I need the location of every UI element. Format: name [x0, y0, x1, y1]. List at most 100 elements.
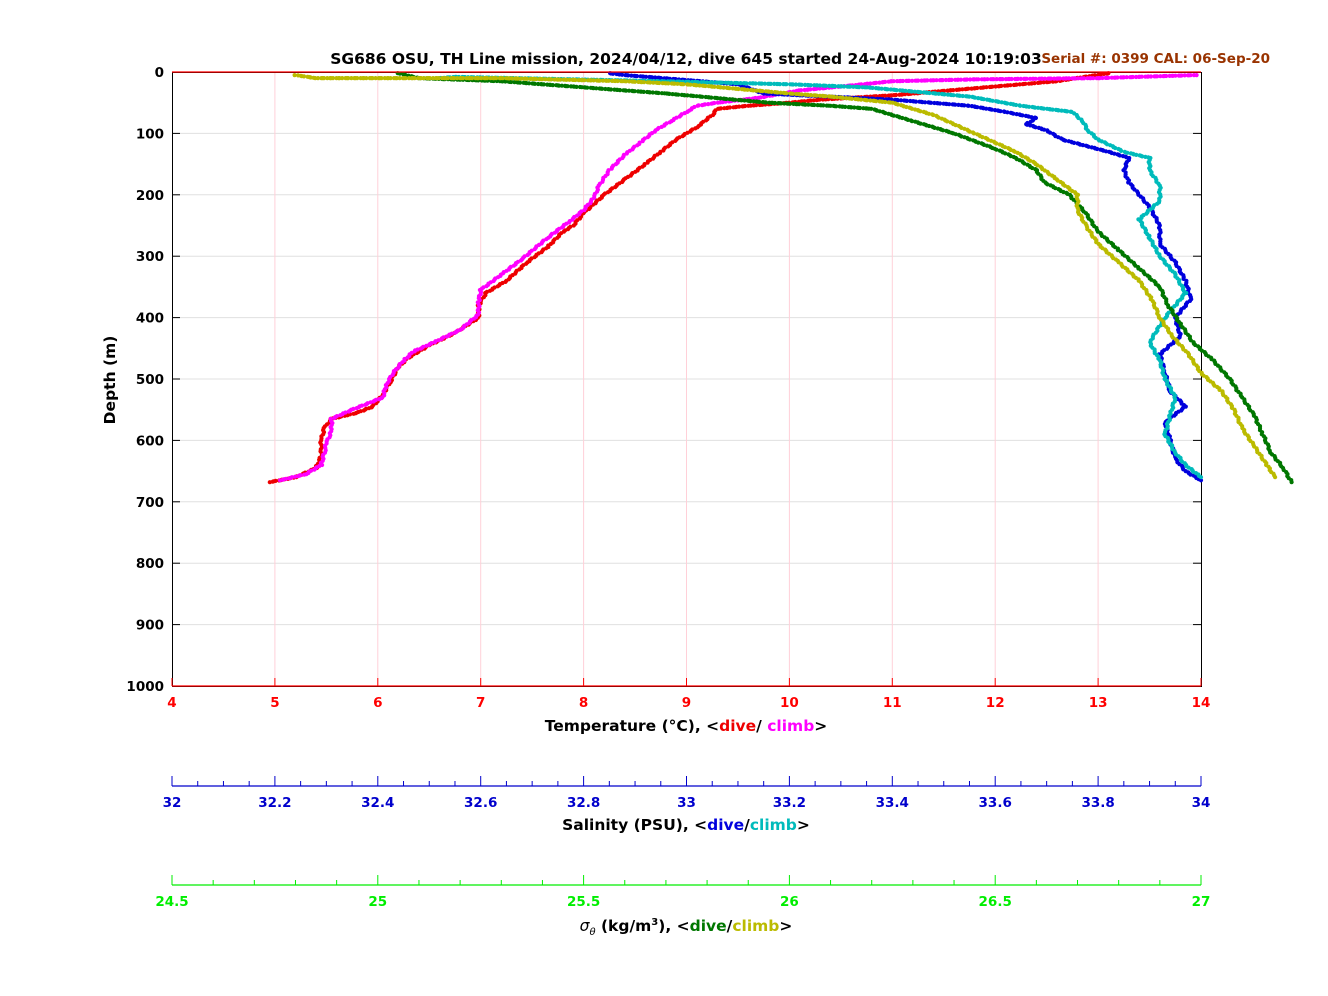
temperature-climb-point [979, 77, 984, 82]
density-dive-point [532, 81, 538, 86]
salinity-climb-point [1032, 105, 1038, 110]
density-climb-point [373, 76, 378, 81]
density-dive-point [608, 87, 614, 92]
temperature-climb-point [354, 406, 359, 411]
salinity-tick-label: 32.8 [567, 795, 600, 811]
temperature-dive-point [351, 411, 356, 416]
density-climb-point [346, 76, 351, 81]
density-dive-point [806, 102, 811, 107]
salinity-climb-point [711, 80, 716, 85]
salinity-climb-point [903, 88, 908, 93]
salinity-dive-point [923, 100, 928, 105]
data-points [267, 71, 1294, 485]
density-climb-point [721, 85, 726, 90]
density-climb-point [524, 76, 530, 81]
density-dive-point [900, 115, 905, 121]
salinity-dive-point [1080, 143, 1085, 148]
salinity-dive-point [895, 98, 901, 103]
density-dive-point [541, 82, 546, 87]
density-climb-point [301, 74, 307, 79]
density-climb-point [1002, 145, 1008, 150]
temperature-dive-point [722, 106, 727, 111]
density-dive-point [748, 99, 753, 104]
temperature-climb-point [1003, 77, 1009, 82]
density-climb-point [681, 82, 686, 87]
density-dive-point [1030, 165, 1035, 171]
temperature-climb-point [937, 78, 943, 83]
temperature-climb-label: climb [767, 717, 814, 735]
salinity-dive-point [653, 75, 658, 80]
depth-tick-label: 200 [136, 188, 164, 204]
salinity-tick-label: 33.2 [773, 795, 806, 811]
salinity-climb-point [990, 98, 995, 103]
salinity-climb-point [927, 90, 932, 96]
temperature-climb-point [1052, 76, 1057, 81]
temperature-dive-point [495, 284, 500, 289]
salinity-dive-point [938, 101, 943, 106]
temperature-climb-point [928, 78, 933, 83]
temperature-climb-series [277, 73, 1199, 483]
depth-tick-label: 800 [136, 556, 164, 572]
density-climb-point [379, 76, 384, 81]
salinity-climb-point [1050, 107, 1055, 112]
density-dive-point [779, 101, 784, 106]
density-dive-point [994, 147, 999, 152]
salinity-climb-point [951, 93, 956, 98]
density-climb-point [918, 109, 923, 114]
salinity-tick-label: 33.6 [979, 795, 1012, 811]
density-dive-point [883, 111, 888, 116]
density-climb-point [582, 78, 587, 83]
temperature-dive-point [969, 86, 974, 91]
salinity-climb-point [1134, 152, 1139, 157]
density-climb-point [573, 77, 578, 83]
density-climb-point [519, 76, 524, 81]
density-climb-point [340, 76, 345, 81]
temperature-climb-point [1046, 76, 1051, 81]
salinity-tick-label: 32.6 [464, 795, 497, 811]
temperature-climb-point [761, 94, 766, 100]
salinity-climb-point [753, 81, 758, 86]
density-dive-point [891, 113, 896, 118]
salinity-climb-point [759, 81, 765, 86]
temperature-climb-point [312, 467, 317, 472]
salinity-climb-point [762, 81, 768, 86]
temperature-climb-point [913, 78, 918, 83]
salinity-climb-point [1140, 154, 1145, 159]
salinity-dive-point [1011, 111, 1016, 116]
temperature-climb-point [886, 79, 891, 84]
density-tick-label: 26.5 [979, 894, 1012, 910]
salinity-dive-point [1028, 119, 1033, 124]
salinity-dive-point [1117, 153, 1122, 158]
density-dive-point [940, 128, 946, 133]
density-dive-point [724, 96, 729, 102]
temperature-climb-point [293, 474, 298, 479]
temperature-climb-point [1161, 74, 1166, 79]
temperature-tick-label: 4 [167, 695, 176, 711]
density-climb-point [632, 79, 638, 84]
temperature-dive-point [1041, 80, 1046, 85]
salinity-tick-label: 32.4 [361, 795, 394, 811]
temperature-climb-point [997, 77, 1002, 82]
density-dive-point [857, 105, 863, 111]
density-dive-point [550, 83, 555, 88]
salinity-tick-label: 32.2 [258, 795, 291, 811]
density-climb-point [666, 81, 671, 86]
density-dive-point [953, 132, 958, 137]
density-climb-point [1028, 158, 1033, 163]
temperature-dive-point [897, 92, 902, 97]
temperature-dive-point [1044, 80, 1049, 85]
density-climb-point [840, 95, 846, 100]
salinity-dive-point [1005, 110, 1010, 115]
temperature-climb-point [1128, 75, 1133, 80]
density-climb-point [1273, 475, 1278, 480]
density-climb-point [971, 131, 977, 136]
salinity-climb-point [1041, 106, 1046, 111]
density-tick-label: 25 [368, 894, 387, 910]
density-dive-point [797, 102, 802, 107]
temperature-dive-point [886, 93, 891, 98]
salinity-climb-point [996, 99, 1001, 104]
density-climb-point [697, 83, 702, 88]
salinity-climb-point [918, 90, 923, 95]
salinity-dive-point [1063, 138, 1068, 143]
